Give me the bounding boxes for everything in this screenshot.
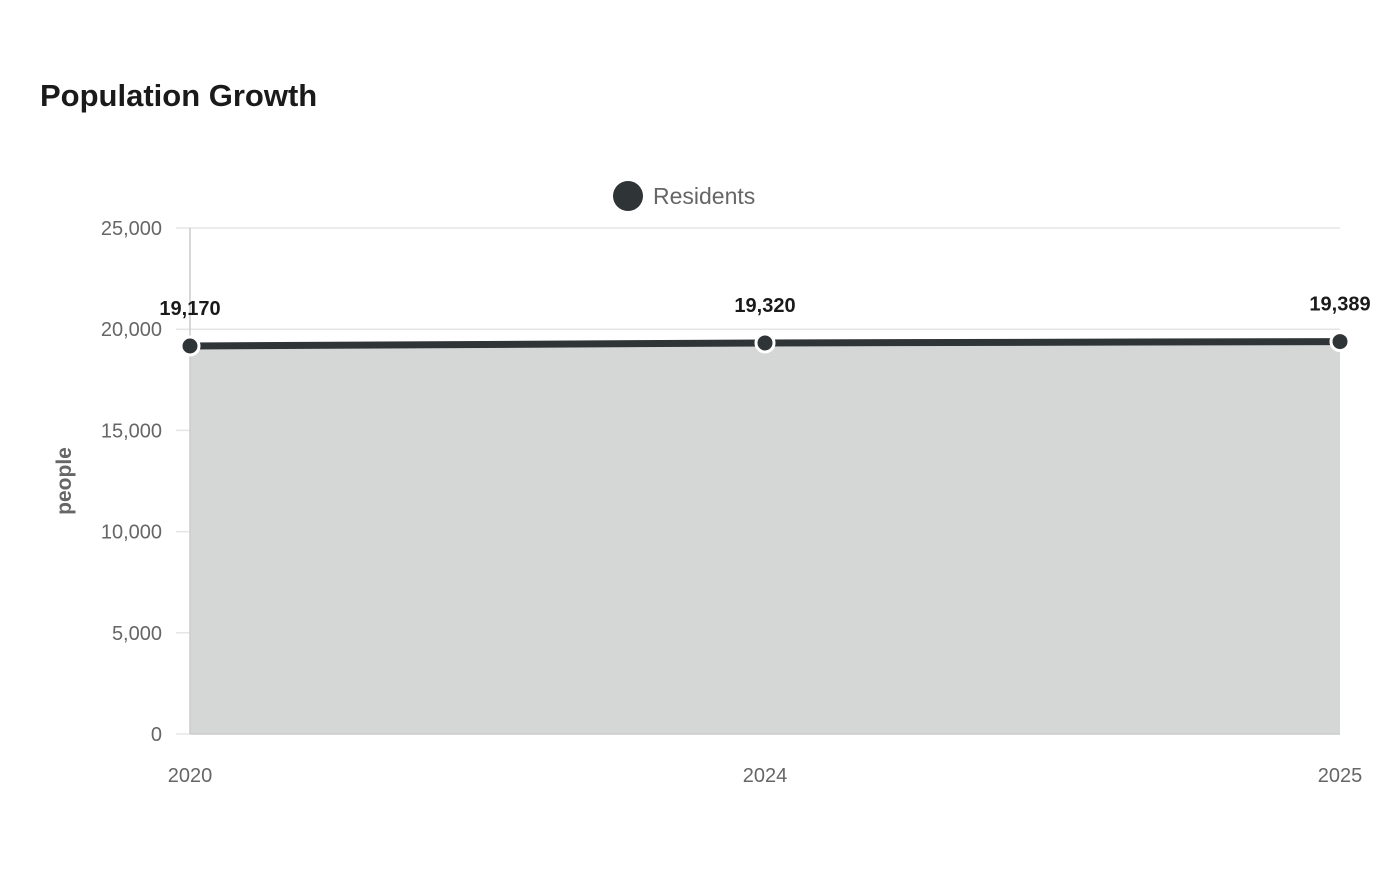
data-label: 19,320 xyxy=(734,295,795,317)
y-tick-label: 5,000 xyxy=(112,623,162,645)
y-tick-label: 0 xyxy=(151,724,162,746)
series-area-residents xyxy=(190,341,1340,734)
y-tick-label: 10,000 xyxy=(101,522,162,544)
y-tick-label: 25,000 xyxy=(101,218,162,240)
legend-marker-residents[interactable] xyxy=(613,181,643,211)
x-tick-label: 2024 xyxy=(743,765,788,787)
x-tick-label: 2020 xyxy=(168,765,213,787)
axes xyxy=(189,228,1340,735)
y-tick-labels: 0 5,000 10,000 15,000 20,000 25,000 xyxy=(101,218,162,746)
data-points xyxy=(179,331,1351,357)
y-axis-label: people xyxy=(53,447,76,515)
data-labels: 19,170 19,320 19,389 xyxy=(159,294,1370,320)
x-tick-labels: 2020 2024 2025 xyxy=(168,765,1363,787)
data-point xyxy=(1329,331,1351,353)
legend[interactable]: Residents xyxy=(613,181,755,211)
legend-label-residents[interactable]: Residents xyxy=(653,183,755,209)
data-label: 19,170 xyxy=(159,298,220,320)
data-point xyxy=(754,332,776,354)
data-point xyxy=(179,335,201,357)
y-tick-label: 20,000 xyxy=(101,319,162,341)
y-tick-label: 15,000 xyxy=(101,420,162,442)
x-tick-label: 2025 xyxy=(1318,765,1363,787)
area-layer xyxy=(190,341,1340,734)
data-label: 19,389 xyxy=(1309,294,1370,316)
chart-title: Population Growth xyxy=(40,78,318,113)
